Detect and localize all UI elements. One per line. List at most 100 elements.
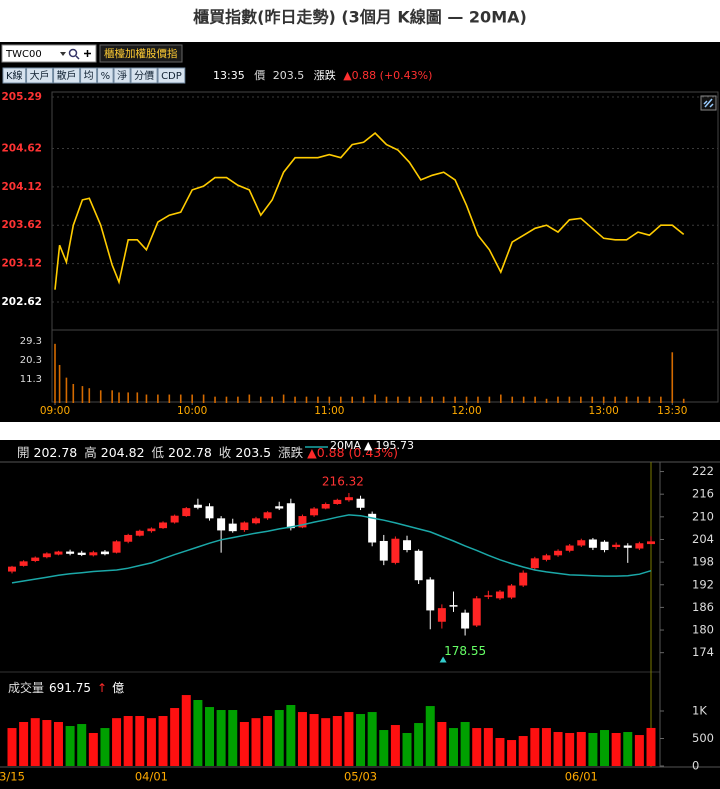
volume-bar [565, 733, 575, 766]
x-tick-label: 06/01 [565, 770, 598, 784]
y-tick-label: 210 [692, 509, 714, 523]
legend-value: 195.73 [375, 439, 414, 452]
volume-bar [385, 396, 388, 403]
candle-body [612, 544, 621, 548]
candle-body [647, 541, 655, 545]
volume-bar [511, 396, 514, 403]
intraday-panel [0, 42, 720, 422]
volume-bar [294, 396, 296, 403]
volume-bar [216, 710, 226, 766]
candle-body [414, 550, 423, 581]
link-icon[interactable] [700, 95, 717, 111]
header-value: 202.78 [34, 445, 78, 460]
volume-bar [646, 727, 656, 766]
volume-bar [239, 722, 249, 766]
tab-button[interactable] [97, 67, 114, 84]
candle-body [577, 540, 586, 546]
header-value: 203.5 [235, 445, 271, 460]
volume-bar [545, 398, 548, 403]
quote: 13:35 價 203.5 漲跌 ▲0.88 (+0.43%) [213, 68, 432, 82]
volume-bar [54, 343, 56, 403]
volume-bar [367, 712, 377, 766]
volume-header: 成交量 691.75 ↑ 億 [8, 680, 124, 695]
legend-name: 20MA [330, 439, 361, 452]
volume-bar [408, 396, 411, 403]
candle-body [124, 534, 133, 542]
volume-bar [576, 732, 586, 766]
volume-bar [65, 726, 75, 766]
volume-bar [339, 396, 342, 403]
volume-bar [81, 386, 84, 403]
volume-bar [58, 364, 61, 403]
candle-body [170, 515, 179, 523]
volume-value: 691.75 [49, 681, 91, 695]
y-tick-label: 204 [692, 532, 714, 546]
volume-bar [634, 735, 644, 766]
change-label: 漲跌 [314, 68, 336, 82]
candle-body [495, 591, 504, 599]
tab-button[interactable] [130, 67, 158, 84]
name-button[interactable] [99, 44, 183, 63]
search-icon[interactable] [68, 48, 78, 58]
volume-bar [614, 396, 616, 403]
candle-body [66, 551, 75, 554]
candle-body [600, 541, 609, 551]
header-value: 202.78 [168, 445, 212, 460]
volume-bar [99, 390, 102, 403]
volume-bar [477, 396, 479, 403]
add-icon[interactable] [84, 50, 91, 57]
volume-bar [591, 396, 594, 403]
volume-bar [112, 718, 122, 766]
tab-button[interactable] [80, 67, 98, 84]
volume-bar [660, 396, 662, 403]
candle-body [635, 543, 644, 549]
candle-body [554, 550, 563, 556]
volume-bar [168, 394, 171, 403]
volume-bar [297, 712, 307, 766]
candle-body [542, 555, 551, 560]
candle-body [147, 528, 156, 532]
volume-bar [145, 394, 148, 403]
tab-button[interactable] [26, 67, 54, 84]
candle-body [251, 518, 260, 524]
candle-body [240, 522, 249, 531]
volume-tick-label: 20.3 [20, 355, 42, 366]
y-tick-label: 203.12 [1, 258, 42, 270]
volume-bar [282, 394, 285, 403]
volume-bar [205, 707, 215, 766]
volume-bar [191, 394, 193, 403]
tab-button[interactable] [157, 67, 186, 84]
candle-body [507, 585, 516, 598]
volume-bar [541, 728, 551, 766]
candle-body [310, 508, 319, 516]
header-label: 漲跌 [278, 445, 304, 460]
tab-button[interactable] [2, 67, 27, 84]
candle-body [356, 498, 365, 508]
header-label: 高 [84, 445, 97, 460]
tab-button[interactable] [113, 67, 131, 84]
candle-body [286, 503, 295, 529]
price: 203.5 [273, 69, 305, 82]
symbol-text: TWC00 [5, 49, 42, 60]
volume-bar [271, 396, 273, 403]
volume-bar [397, 396, 399, 403]
low-marker [439, 656, 447, 663]
candle-body [519, 572, 528, 586]
volume-tick-label: 29.3 [20, 336, 42, 347]
x-tick-label: 05/03 [344, 770, 377, 784]
volume-bar [100, 728, 110, 766]
volume-tick-label: 1K [692, 704, 707, 718]
candle-body [344, 497, 353, 501]
candle-body [275, 506, 284, 509]
volume-bar [495, 738, 505, 766]
dropdown-icon[interactable] [60, 52, 66, 56]
y-tick-label: 202.62 [1, 296, 42, 308]
tab-button[interactable] [53, 67, 81, 84]
volume-bar [251, 718, 261, 766]
candle-body [193, 504, 202, 508]
volume-bar [625, 396, 628, 403]
candle-body [484, 595, 493, 597]
volume-bar [317, 396, 319, 403]
volume-bar [305, 396, 308, 403]
volume-bar [648, 396, 651, 403]
